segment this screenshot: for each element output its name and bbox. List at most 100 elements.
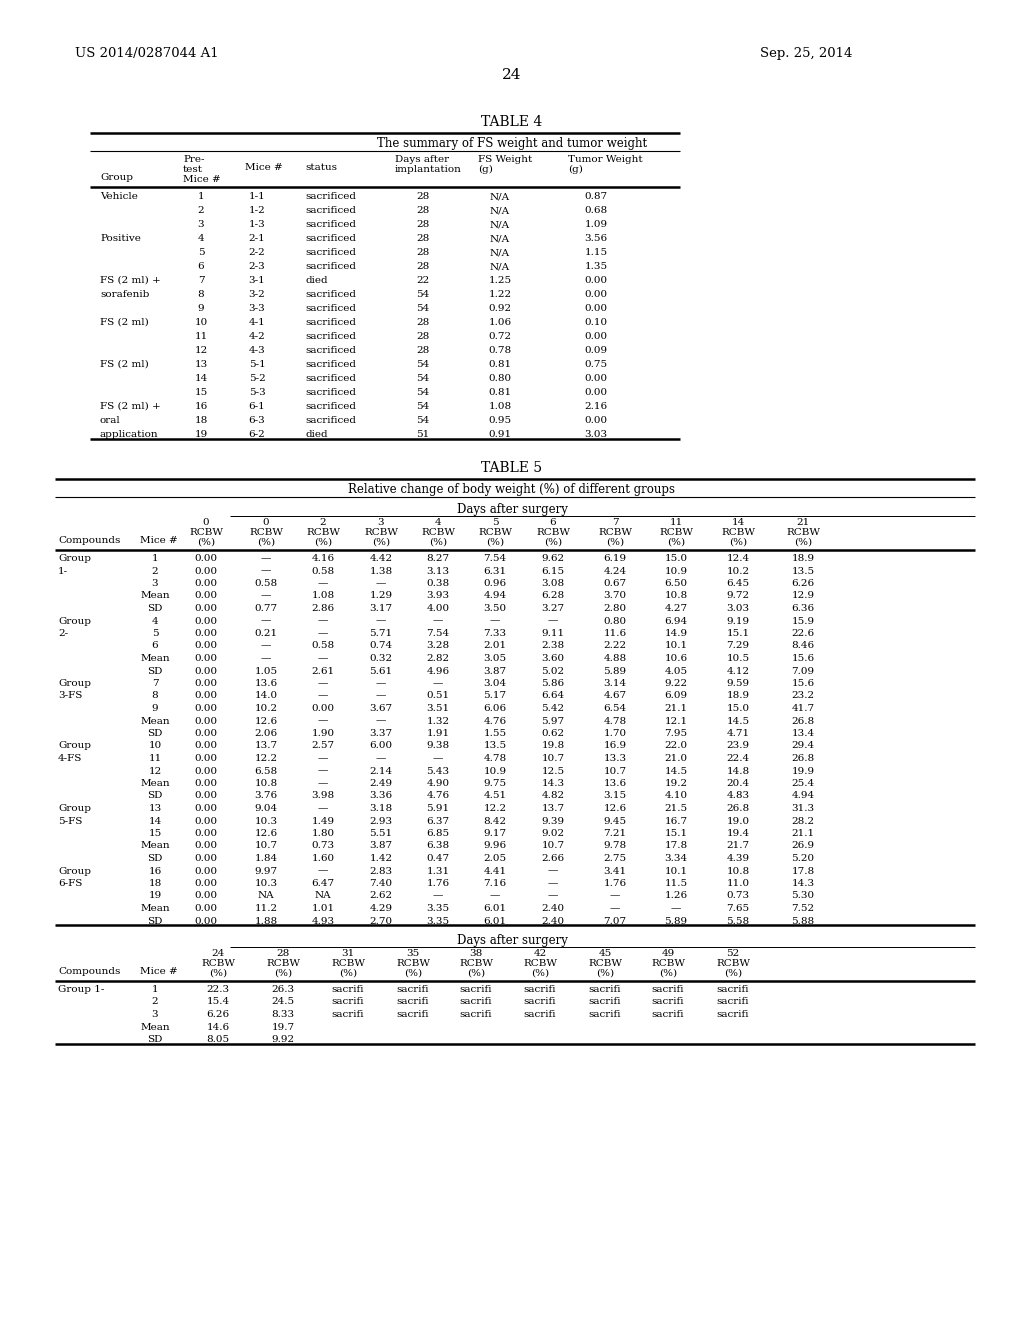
Text: N/A: N/A (489, 261, 510, 271)
Text: (%): (%) (429, 539, 447, 546)
Text: 7.07: 7.07 (603, 916, 627, 925)
Text: 54: 54 (417, 304, 430, 313)
Text: 28: 28 (417, 346, 430, 355)
Text: 0.00: 0.00 (585, 388, 607, 397)
Text: 28: 28 (417, 333, 430, 341)
Text: 10.3: 10.3 (254, 879, 278, 888)
Text: 0.00: 0.00 (195, 642, 217, 651)
Text: 5.43: 5.43 (426, 767, 450, 776)
Text: sacrificed: sacrificed (305, 304, 356, 313)
Text: 0.80: 0.80 (488, 374, 512, 383)
Text: 2.83: 2.83 (370, 866, 392, 875)
Text: 0.00: 0.00 (195, 678, 217, 688)
Text: 12.6: 12.6 (254, 717, 278, 726)
Text: 4.16: 4.16 (311, 554, 335, 564)
Text: FS (2 ml) +: FS (2 ml) + (100, 276, 161, 285)
Text: 15: 15 (148, 829, 162, 838)
Text: Relative change of body weight (%) of different groups: Relative change of body weight (%) of di… (348, 483, 676, 496)
Text: application: application (100, 430, 159, 440)
Text: 9.97: 9.97 (254, 866, 278, 875)
Text: 0.00: 0.00 (195, 779, 217, 788)
Text: 6.06: 6.06 (483, 704, 507, 713)
Text: 0.00: 0.00 (195, 667, 217, 676)
Text: N/A: N/A (489, 234, 510, 243)
Text: 4.27: 4.27 (665, 605, 687, 612)
Text: 5.42: 5.42 (542, 704, 564, 713)
Text: 10.1: 10.1 (665, 866, 687, 875)
Text: 6.31: 6.31 (483, 566, 507, 576)
Text: 3-1: 3-1 (249, 276, 265, 285)
Text: 0.51: 0.51 (426, 692, 450, 701)
Text: Pre-: Pre- (183, 154, 205, 164)
Text: sacrifi: sacrifi (589, 998, 622, 1006)
Text: sacrificed: sacrificed (305, 360, 356, 370)
Text: N/A: N/A (489, 248, 510, 257)
Text: —: — (433, 678, 443, 688)
Text: 52: 52 (726, 949, 739, 958)
Text: sacrificed: sacrificed (305, 374, 356, 383)
Text: 0.21: 0.21 (254, 630, 278, 638)
Text: SD: SD (147, 916, 163, 925)
Text: (%): (%) (794, 539, 812, 546)
Text: —: — (317, 717, 328, 726)
Text: 0.00: 0.00 (195, 879, 217, 888)
Text: —: — (261, 616, 271, 626)
Text: —: — (610, 891, 621, 900)
Text: 0.80: 0.80 (603, 616, 627, 626)
Text: 6-2: 6-2 (249, 430, 265, 440)
Text: sacrifi: sacrifi (523, 985, 556, 994)
Text: Positive: Positive (100, 234, 141, 243)
Text: 10.5: 10.5 (726, 653, 750, 663)
Text: RCBW: RCBW (598, 528, 632, 537)
Text: 0.78: 0.78 (488, 346, 512, 355)
Text: —: — (433, 891, 443, 900)
Text: 6.37: 6.37 (426, 817, 450, 825)
Text: 3.34: 3.34 (665, 854, 687, 863)
Text: —: — (261, 554, 271, 564)
Text: 0.00: 0.00 (195, 729, 217, 738)
Text: 3.41: 3.41 (603, 866, 627, 875)
Text: 1.80: 1.80 (311, 829, 335, 838)
Text: 2.66: 2.66 (542, 854, 564, 863)
Text: NA: NA (258, 891, 274, 900)
Text: 6.28: 6.28 (542, 591, 564, 601)
Text: 24.5: 24.5 (271, 998, 295, 1006)
Text: sacrificed: sacrificed (305, 416, 356, 425)
Text: 5.02: 5.02 (542, 667, 564, 676)
Text: 0.74: 0.74 (370, 642, 392, 651)
Text: 11.6: 11.6 (603, 630, 627, 638)
Text: 0.67: 0.67 (603, 579, 627, 587)
Text: 2-1: 2-1 (249, 234, 265, 243)
Text: 2.05: 2.05 (483, 854, 507, 863)
Text: 11: 11 (148, 754, 162, 763)
Text: 7.52: 7.52 (792, 904, 814, 913)
Text: 25.4: 25.4 (792, 779, 814, 788)
Text: 4.42: 4.42 (370, 554, 392, 564)
Text: 1.31: 1.31 (426, 866, 450, 875)
Text: 6.26: 6.26 (792, 579, 814, 587)
Text: 4.05: 4.05 (665, 667, 687, 676)
Text: 22.6: 22.6 (792, 630, 814, 638)
Text: 10.2: 10.2 (726, 566, 750, 576)
Text: 2-: 2- (58, 630, 69, 638)
Text: 1: 1 (152, 554, 159, 564)
Text: 4.90: 4.90 (426, 779, 450, 788)
Text: 6.00: 6.00 (370, 742, 392, 751)
Text: sacrificed: sacrificed (305, 248, 356, 257)
Text: Group: Group (58, 616, 91, 626)
Text: 24: 24 (502, 69, 522, 82)
Text: 2.75: 2.75 (603, 854, 627, 863)
Text: 4.82: 4.82 (542, 792, 564, 800)
Text: 9.39: 9.39 (542, 817, 564, 825)
Text: 7.33: 7.33 (483, 630, 507, 638)
Text: 5.88: 5.88 (792, 916, 814, 925)
Text: 7.29: 7.29 (726, 642, 750, 651)
Text: 2: 2 (152, 998, 159, 1006)
Text: 45: 45 (598, 949, 611, 958)
Text: 14.3: 14.3 (542, 779, 564, 788)
Text: 14.6: 14.6 (207, 1023, 229, 1031)
Text: 6.85: 6.85 (426, 829, 450, 838)
Text: (%): (%) (257, 539, 275, 546)
Text: 26.8: 26.8 (726, 804, 750, 813)
Text: 9.75: 9.75 (483, 779, 507, 788)
